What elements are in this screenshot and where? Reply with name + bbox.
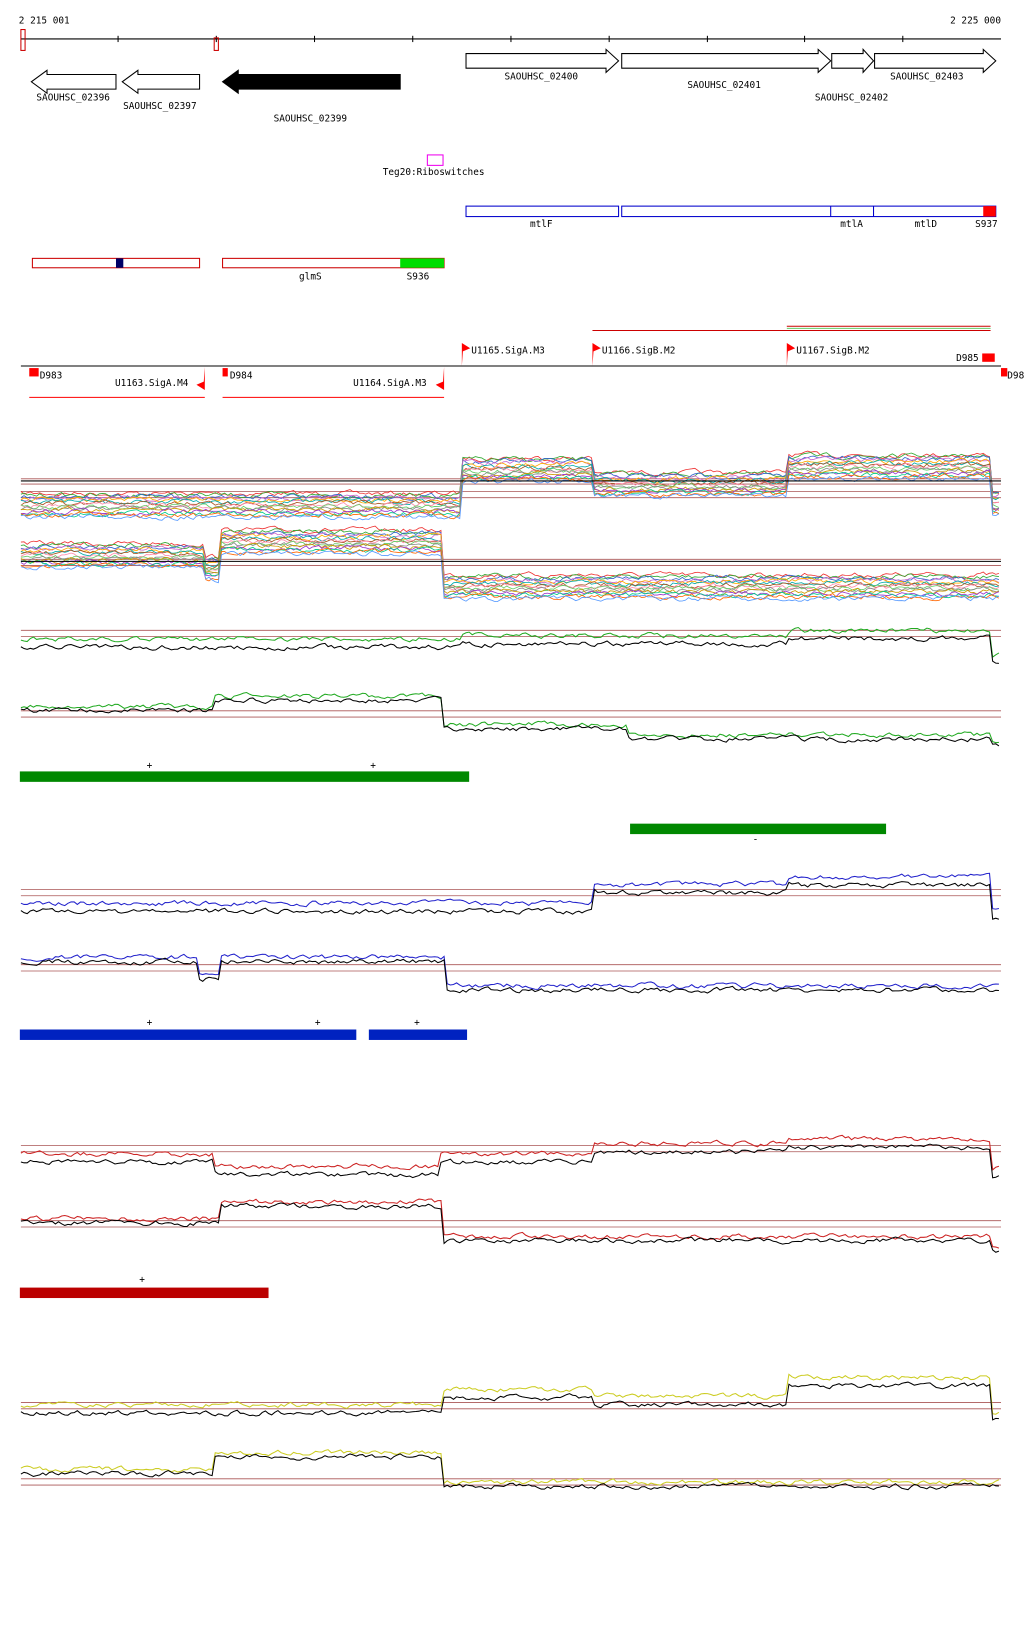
signal-line — [20, 475, 1000, 521]
gene-label: SAOUHSC_02400 — [505, 72, 579, 83]
riboswitch-box — [426, 154, 444, 166]
signal-line — [20, 691, 999, 744]
gene-arrows — [30, 48, 997, 95]
feature-label: mtlA — [840, 219, 863, 230]
gene-label: SAOUHSC_02399 — [274, 113, 348, 124]
signal-line — [20, 544, 1000, 598]
region-bar — [368, 1029, 468, 1040]
signal-line — [20, 872, 1000, 910]
strand-mark: + — [370, 760, 376, 771]
operon-label: U1167.SigB.M2 — [796, 345, 870, 356]
gene-label: SAOUHSC_02403 — [890, 72, 964, 83]
signal-line — [20, 466, 999, 513]
signal-line — [20, 528, 999, 581]
feature-label: mtlF — [530, 219, 553, 230]
signal-line — [20, 634, 999, 664]
signal-line — [20, 1373, 1000, 1415]
terminator — [222, 368, 228, 377]
signal-line — [20, 953, 999, 990]
signal-line — [20, 536, 1000, 589]
signal-line — [20, 695, 1000, 747]
signal-line — [20, 626, 1000, 659]
operon-label: D984 — [230, 371, 253, 382]
region-bar — [19, 1029, 357, 1040]
signal-line — [20, 957, 999, 994]
signal-line — [20, 1453, 999, 1491]
operon-label: U1165.SigA.M3 — [471, 345, 544, 356]
gene-label: SAOUHSC_02397 — [123, 101, 197, 112]
signal-line — [20, 469, 1000, 516]
riboswitch-label: Teg20:Riboswitches — [383, 167, 485, 178]
feature-label: S937 — [975, 219, 998, 230]
signal-line — [20, 550, 1000, 603]
region-bar — [19, 1287, 269, 1299]
strand-mark: + — [414, 1017, 420, 1028]
strand-mark: + — [147, 760, 153, 771]
feature-marker — [115, 258, 124, 268]
ruler-start: 2 215 001 — [19, 15, 70, 26]
region-bar — [630, 823, 887, 835]
ruler-marker — [20, 29, 26, 51]
feature-label: S936 — [407, 271, 430, 282]
signal-line — [20, 459, 1000, 506]
signal-line — [20, 1202, 1000, 1253]
region-bar — [19, 771, 470, 782]
signal-line — [20, 542, 999, 594]
gene-label: SAOUHSC_02402 — [815, 93, 889, 104]
ruler-marker — [213, 37, 219, 51]
signal-line — [20, 1143, 1000, 1179]
strand-mark: + — [147, 1017, 153, 1028]
feature-label: mtlD — [914, 219, 937, 230]
terminator — [982, 353, 995, 362]
operon-label: U1166.SigB.M2 — [602, 345, 676, 356]
ruler-ticks — [117, 35, 904, 43]
gene-label: SAOUHSC_02401 — [687, 80, 761, 91]
feature-marker — [400, 258, 445, 268]
signal-line — [20, 1449, 1000, 1487]
signal-line — [20, 1198, 1000, 1249]
expression-tracks — [20, 450, 1002, 1491]
promoter-flags — [196, 343, 796, 391]
signal-line — [20, 1134, 1000, 1171]
strand-mark: - — [753, 834, 759, 845]
operon-label: D98 — [1007, 371, 1024, 382]
signal-line — [20, 534, 1000, 588]
srna-box — [983, 206, 996, 217]
operon-label: D985 — [956, 353, 979, 364]
signal-line — [20, 881, 1000, 920]
signal-line — [20, 530, 1000, 583]
signal-line — [20, 531, 1000, 585]
signal-line — [20, 1381, 999, 1421]
terminator — [1001, 368, 1008, 377]
operon-label: U1163.SigA.M4 — [115, 378, 189, 389]
strand-mark: + — [139, 1274, 145, 1285]
operon-label: U1164.SigA.M3 — [353, 378, 427, 389]
transcript-boxes — [465, 205, 997, 218]
gene-label: SAOUHSC_02396 — [36, 93, 110, 104]
ruler-end: 2 225 000 — [950, 15, 1001, 26]
feature-label: glmS — [299, 271, 322, 282]
terminator — [29, 368, 39, 377]
strand-mark: + — [315, 1017, 321, 1028]
operon-label: D983 — [40, 371, 63, 382]
